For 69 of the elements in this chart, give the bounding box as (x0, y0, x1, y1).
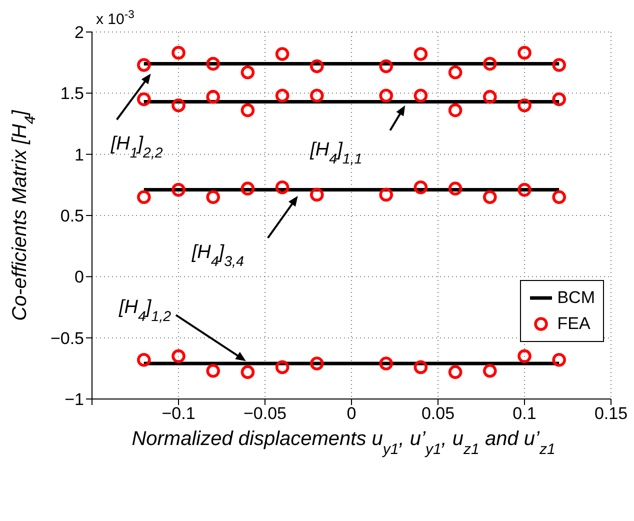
point (414, 180, 428, 194)
point (137, 190, 151, 204)
x-tick-label: 0.15 (594, 404, 628, 424)
point (172, 182, 186, 197)
point (172, 98, 186, 112)
annotation: [H$_{4}$]$_{1,2}$ (118, 297, 172, 326)
x-tick-label: 0 (346, 404, 356, 424)
point (137, 92, 151, 106)
x-tick-label: 0.05 (421, 404, 455, 424)
point (240, 365, 255, 379)
point (414, 360, 428, 374)
point (137, 352, 151, 367)
point (518, 349, 532, 364)
point (275, 47, 290, 61)
point (448, 365, 462, 379)
point (483, 190, 497, 204)
y-tick-label: 0 (74, 268, 84, 287)
annotation: [H$_{1}$]$_{2,2}$ (110, 134, 163, 162)
point (310, 59, 324, 74)
point (379, 59, 393, 74)
point (240, 65, 255, 80)
point (275, 180, 290, 194)
point (518, 182, 532, 197)
point (518, 46, 532, 60)
point (448, 65, 462, 80)
point (552, 190, 566, 204)
point (552, 92, 566, 106)
x-tick-label: 0.1 (512, 404, 536, 424)
x-tick-label: −0.1 (162, 404, 196, 424)
point (414, 47, 428, 61)
point (483, 90, 497, 104)
x-axis-title: Normalized displacements u$_{y1}$, u’$_{y1}$, u$_{z1}$ and u’$_{z1}$ (132, 428, 556, 458)
point (206, 364, 220, 378)
annotation: [H$_{4}$]$_{1,1}$ (309, 139, 362, 168)
point (172, 349, 186, 364)
y-tick-label: −0.5 (50, 328, 84, 348)
x-tick-label: −0.05 (243, 404, 287, 424)
point (483, 56, 497, 71)
legend-label: FEA (557, 314, 590, 334)
text: x 10$^{-3}$ (96, 9, 134, 28)
point (206, 90, 220, 104)
legend-label: BCM (557, 288, 595, 308)
point (206, 190, 220, 204)
point (552, 58, 566, 72)
point (206, 56, 220, 71)
y-tick-label: −1 (64, 390, 84, 410)
point (448, 182, 462, 196)
point (275, 88, 290, 103)
point (448, 103, 462, 118)
point (240, 182, 255, 196)
point (379, 188, 393, 202)
y-tick-label: 1.5 (60, 84, 84, 104)
point (483, 364, 497, 378)
point (275, 360, 290, 374)
point (518, 98, 532, 112)
point (172, 46, 186, 60)
point (310, 356, 324, 370)
y-tick-label: 2 (74, 23, 84, 42)
point (310, 88, 324, 103)
point (240, 103, 255, 118)
point (310, 188, 324, 202)
point (379, 356, 393, 370)
point (379, 88, 393, 103)
y-tick-label: 0.5 (60, 206, 84, 226)
point (137, 58, 151, 72)
point (414, 88, 428, 103)
annotation: [H$_{4}$]$_{3,4}$ (190, 242, 244, 270)
y-tick-label: 1 (74, 145, 84, 164)
point (552, 352, 566, 367)
